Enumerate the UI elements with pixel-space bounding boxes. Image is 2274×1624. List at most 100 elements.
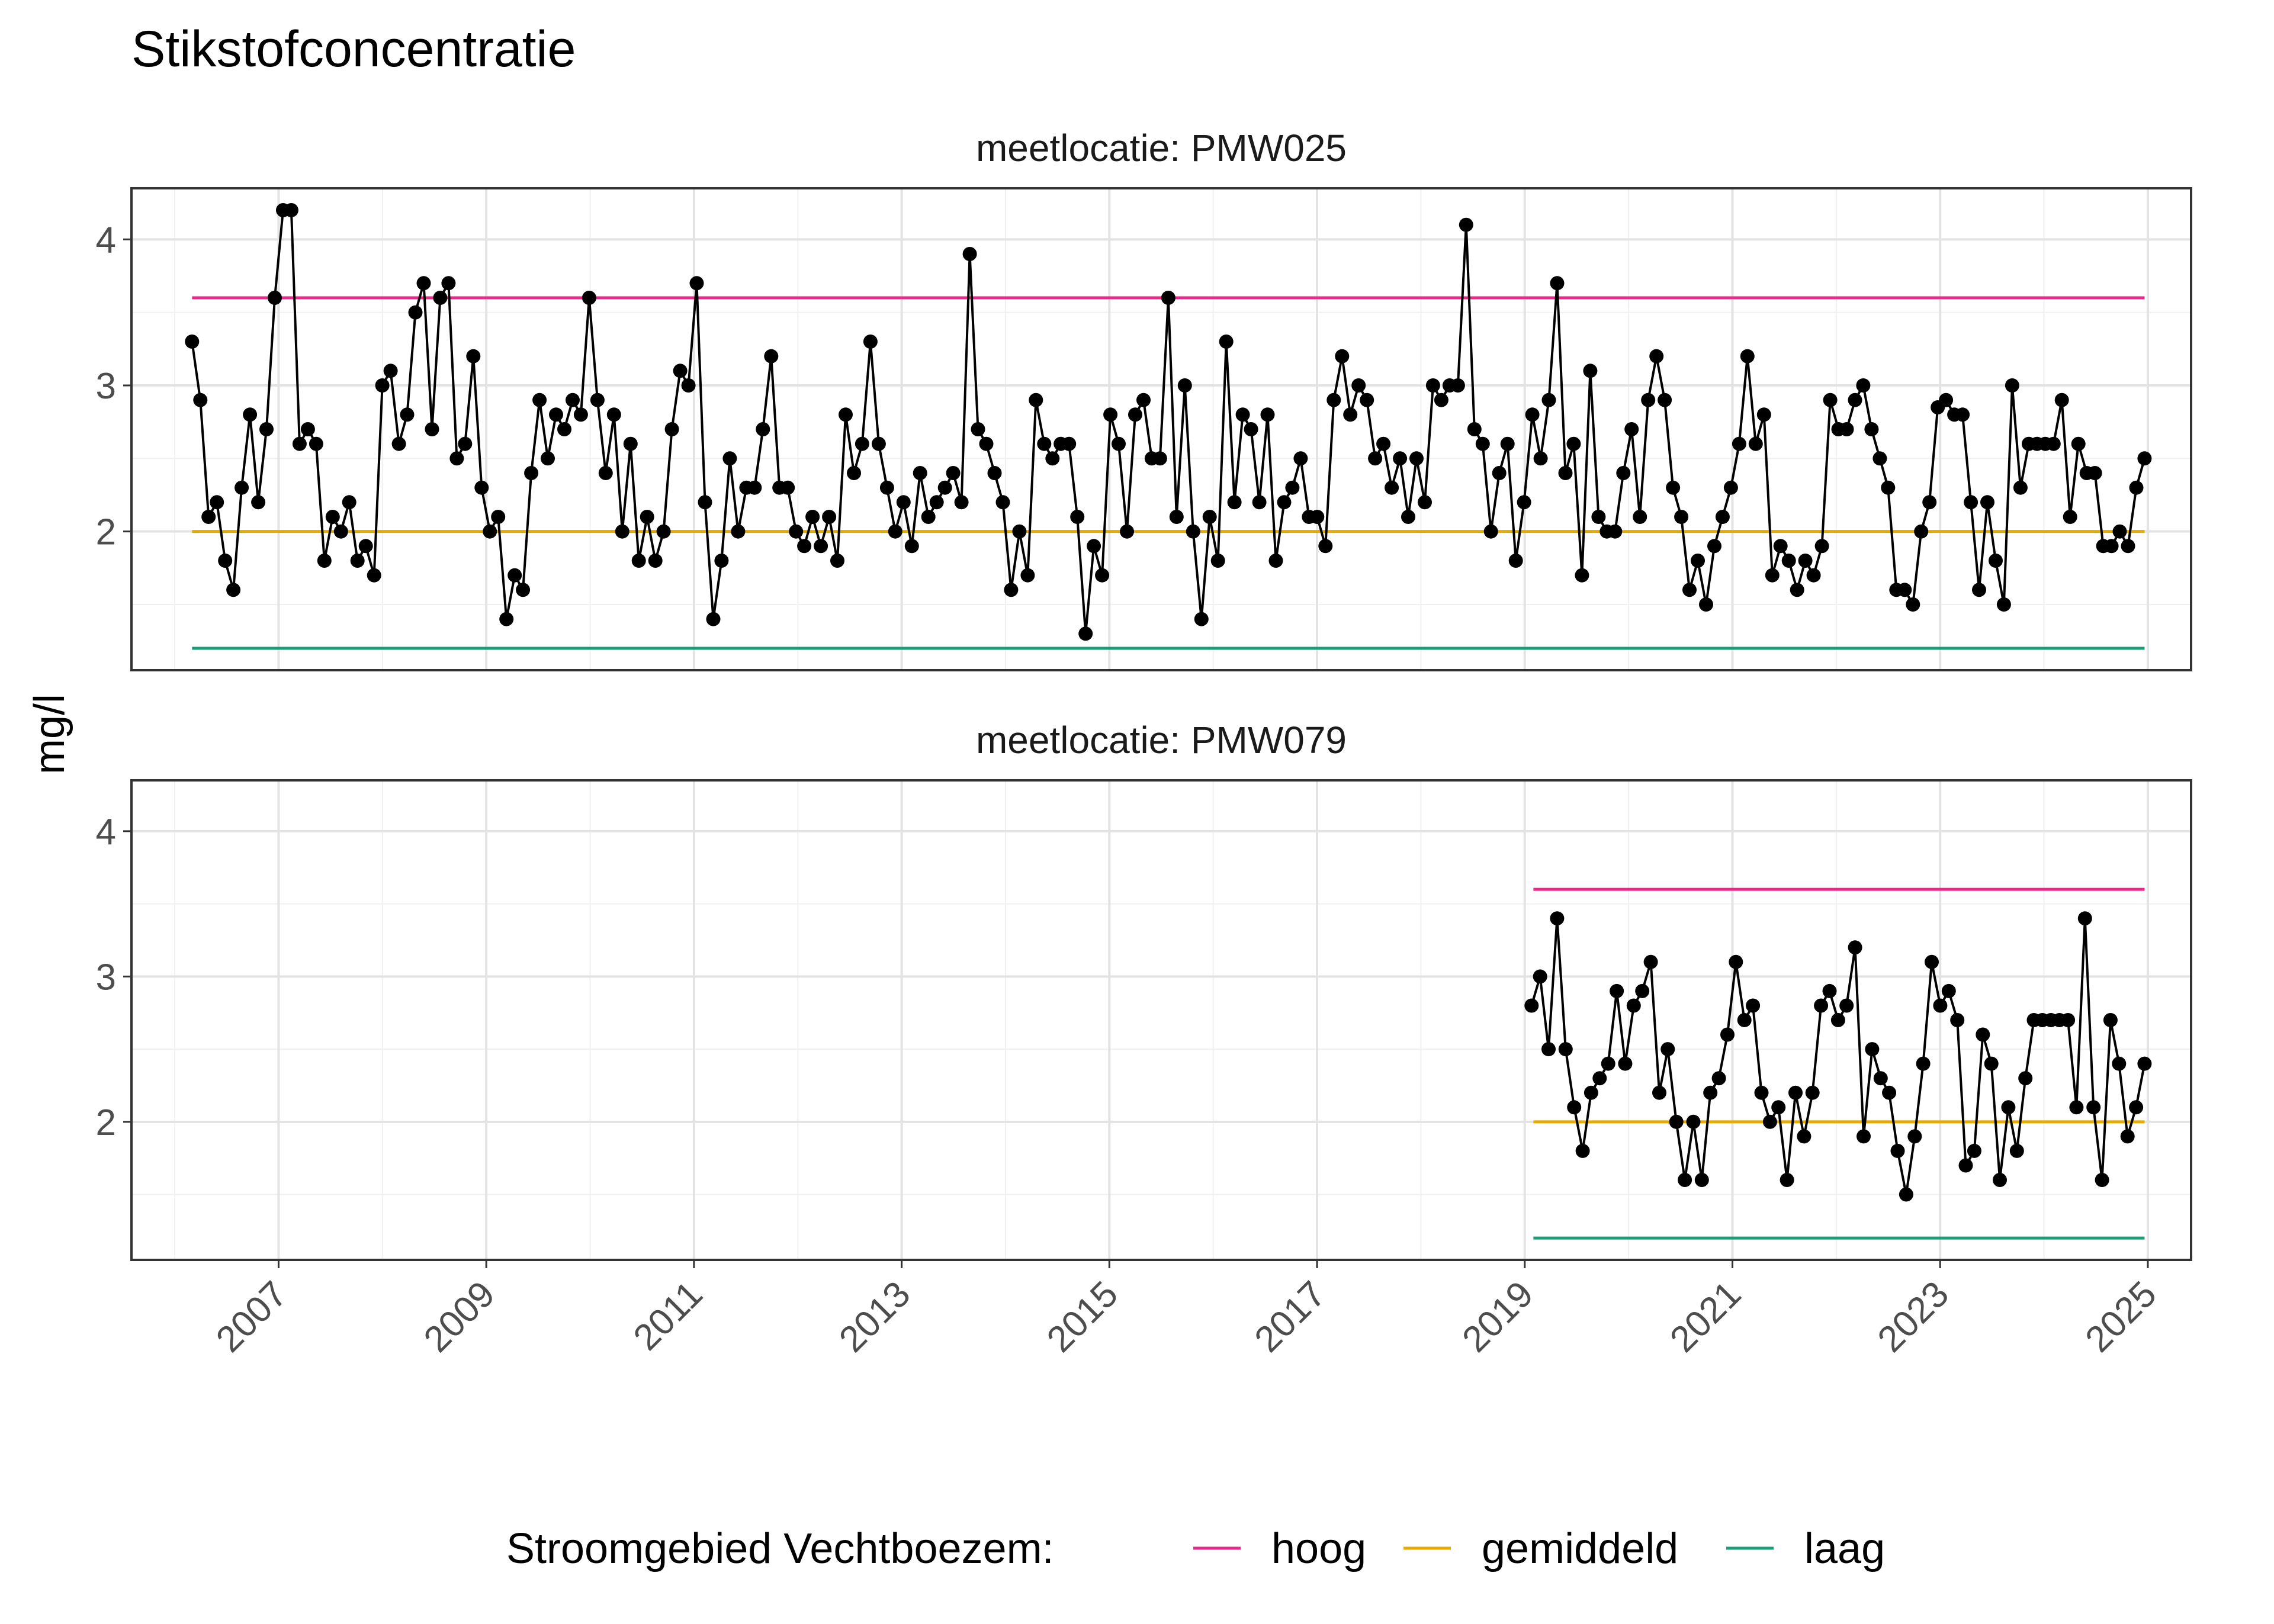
- data-point: [441, 276, 456, 291]
- data-point: [1765, 568, 1780, 583]
- data-point: [1434, 393, 1448, 407]
- data-point: [342, 495, 356, 510]
- data-point: [1575, 1143, 1590, 1158]
- data-point: [1601, 1056, 1615, 1071]
- data-point: [1285, 480, 1300, 495]
- data-point: [946, 466, 961, 480]
- data-point: [582, 291, 596, 305]
- data-point: [1550, 911, 1565, 926]
- data-point: [1916, 1056, 1931, 1071]
- data-point: [1790, 583, 1804, 597]
- data-point: [1848, 393, 1862, 407]
- data-point: [466, 349, 481, 364]
- data-point: [1592, 1071, 1607, 1086]
- legend-label: laag: [1804, 1525, 1885, 1572]
- data-point: [987, 466, 1002, 480]
- data-point: [979, 436, 994, 451]
- data-point: [458, 436, 473, 451]
- data-point: [1161, 291, 1175, 305]
- data-point: [1385, 480, 1399, 495]
- data-point: [2086, 1100, 2101, 1115]
- data-point: [483, 524, 497, 539]
- data-point: [532, 393, 547, 407]
- data-point: [1643, 954, 1658, 969]
- data-point: [333, 524, 348, 539]
- data-point: [1227, 495, 1242, 510]
- data-point: [1972, 583, 1986, 597]
- data-point: [1720, 1027, 1735, 1042]
- data-point: [1335, 349, 1350, 364]
- data-point: [549, 407, 563, 422]
- data-point: [1773, 539, 1788, 554]
- data-point: [847, 466, 861, 480]
- data-point: [2087, 466, 2102, 480]
- data-point: [689, 276, 704, 291]
- data-point: [1584, 1085, 1598, 1100]
- data-point: [1686, 1114, 1701, 1129]
- data-point: [789, 524, 804, 539]
- data-point: [1941, 983, 1956, 998]
- x-tick-label: 2023: [1870, 1274, 1957, 1360]
- data-point: [1550, 276, 1565, 291]
- data-point: [400, 407, 415, 422]
- data-point: [1194, 612, 1209, 626]
- data-point: [995, 495, 1010, 510]
- data-point: [1814, 539, 1829, 554]
- data-point: [2137, 1056, 2152, 1071]
- data-point: [243, 407, 258, 422]
- data-point: [1669, 1114, 1684, 1129]
- data-point: [1401, 510, 1415, 524]
- data-point: [1822, 983, 1837, 998]
- data-point: [391, 436, 406, 451]
- data-point: [325, 510, 340, 524]
- y-tick-label: 2: [96, 512, 116, 553]
- data-point: [201, 510, 216, 524]
- data-point: [722, 451, 737, 466]
- data-point: [524, 466, 539, 480]
- data-point: [1996, 597, 2011, 612]
- data-point: [871, 436, 886, 451]
- data-point: [1425, 378, 1440, 393]
- legend-item-hoog: hoog: [1193, 1525, 1366, 1572]
- data-point: [1004, 583, 1019, 597]
- data-point: [1691, 554, 1705, 568]
- data-point: [433, 291, 448, 305]
- data-point: [1703, 1085, 1718, 1100]
- data-point: [259, 422, 274, 436]
- data-point: [2069, 1100, 2084, 1115]
- data-point: [284, 203, 298, 217]
- data-point: [1740, 349, 1755, 364]
- legend: Stroomgebied Vechtboezem: hoog gemiddeld la…: [506, 1525, 1885, 1572]
- data-point: [954, 495, 969, 510]
- x-axis: 2007 2009 2011 2013 2015 2017 2019 2021 2023 2025: [208, 1260, 2164, 1360]
- data-point: [1037, 436, 1052, 451]
- data-point: [1814, 998, 1829, 1013]
- data-point: [1955, 407, 1970, 422]
- chart-title: Stikstofconcentratie: [131, 21, 576, 78]
- data-point: [516, 583, 531, 597]
- data-point: [416, 276, 431, 291]
- data-point: [879, 480, 894, 495]
- data-point: [268, 291, 282, 305]
- data-point: [1906, 597, 1920, 612]
- data-point: [1797, 1129, 1812, 1144]
- data-point: [2103, 1013, 2118, 1027]
- data-point: [1823, 393, 1838, 407]
- data-point: [1219, 335, 1234, 349]
- data-point: [1848, 940, 1862, 955]
- data-point: [1723, 480, 1738, 495]
- panel-background: [131, 780, 2191, 1260]
- data-point: [1699, 597, 1713, 612]
- data-point: [1624, 422, 1639, 436]
- data-point: [1095, 568, 1110, 583]
- data-point: [367, 568, 381, 583]
- data-point: [814, 539, 828, 554]
- legend-title: Stroomgebied Vechtboezem:: [506, 1525, 1054, 1572]
- data-point: [731, 524, 746, 539]
- data-point: [1732, 436, 1746, 451]
- data-point: [425, 422, 439, 436]
- data-point: [185, 335, 200, 349]
- data-point: [375, 378, 390, 393]
- x-tick-label: 2019: [1454, 1274, 1541, 1360]
